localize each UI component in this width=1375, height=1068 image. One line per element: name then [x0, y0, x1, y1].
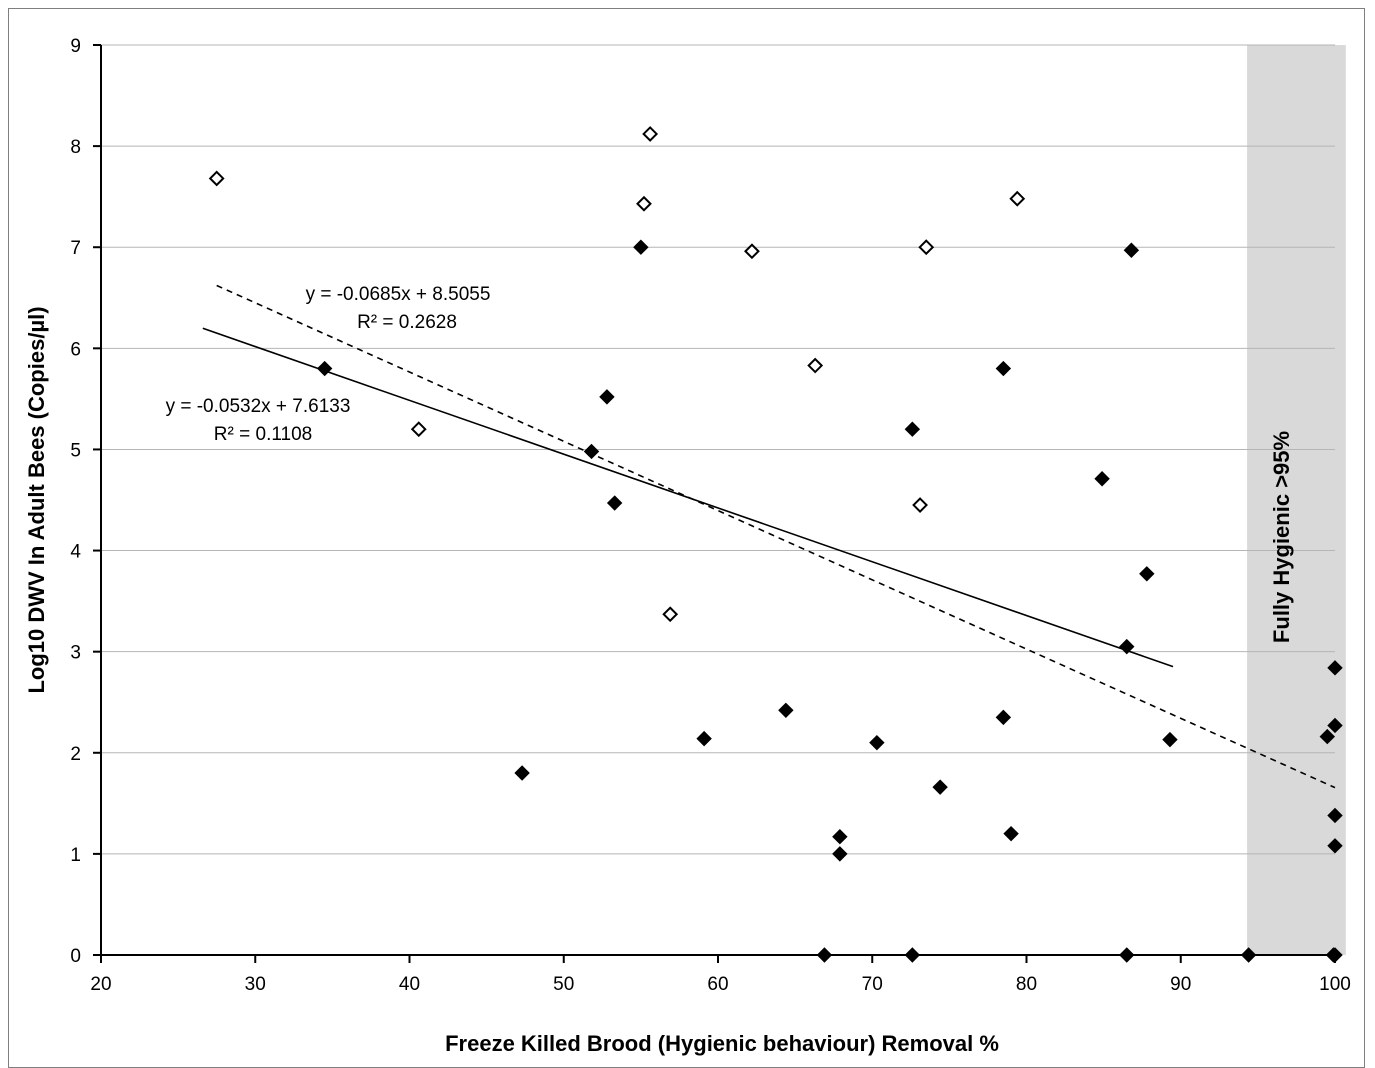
- y-axis-title: Log10 DWV In Adult Bees (Copies/µl): [24, 306, 49, 693]
- filled-diamond-point: [316, 360, 333, 377]
- filled-diamond-point: [832, 828, 848, 845]
- filled-diamond-point: [869, 734, 885, 751]
- x-tick-label-100: 100: [1319, 974, 1351, 995]
- filled-diamond-point: [904, 421, 921, 437]
- filled-diamond-point: [1094, 471, 1110, 487]
- y-tick-label-5: 5: [70, 440, 81, 461]
- equation-label-dashed: y = -0.0685x + 8.5055: [306, 284, 491, 305]
- filled-diamond-point: [1240, 947, 1257, 963]
- x-tick-label-40: 40: [399, 974, 420, 995]
- y-tick-label-0: 0: [70, 946, 81, 967]
- chart-labels: Freeze Killed Brood (Hygienic behaviour)…: [24, 284, 1294, 1056]
- y-tick-label-1: 1: [70, 845, 81, 866]
- filled-diamond-point: [606, 495, 623, 511]
- x-tick-label-90: 90: [1170, 974, 1191, 995]
- open-diamond-point: [410, 421, 427, 438]
- filled-diamond-point: [904, 947, 921, 963]
- filled-diamond-point: [1327, 717, 1343, 734]
- y-tick-label-6: 6: [70, 339, 81, 360]
- filled-diamond-point: [816, 947, 833, 963]
- open-diamond-point: [636, 195, 652, 212]
- y-tick-label-9: 9: [70, 36, 81, 57]
- fully-hygienic-region: [1247, 45, 1346, 955]
- open-diamond-point: [918, 239, 935, 256]
- filled-diamond-point: [1327, 807, 1343, 824]
- open-diamond-point: [912, 497, 928, 513]
- filled-diamond-point: [1327, 660, 1343, 676]
- x-tick-label-50: 50: [553, 974, 574, 995]
- open-diamond-point: [744, 243, 760, 260]
- open-diamond-point: [1009, 190, 1026, 207]
- shaded-region-label: Fully Hygienic >95%: [1269, 431, 1294, 643]
- filled-diamond-point: [1119, 638, 1135, 655]
- open-diamond-point: [807, 357, 824, 374]
- trendlines: [202, 284, 1336, 789]
- data-points: [208, 126, 1343, 963]
- filled-diamond-point: [1139, 566, 1155, 582]
- filled-diamond-point: [778, 702, 794, 719]
- filled-diamond-point: [1003, 825, 1019, 842]
- open-diamond-point: [662, 606, 679, 623]
- filled-diamond-point: [1123, 242, 1140, 258]
- axes: 0 1 2 3 4 5 6 7 8 9 20 30 40 50 60 70 80 90 100: [70, 36, 1350, 995]
- x-tick-label-30: 30: [245, 974, 266, 995]
- filled-diamond-point: [696, 730, 712, 747]
- x-axis-title: Freeze Killed Brood (Hygienic behaviour)…: [445, 1031, 999, 1056]
- gridlines: [101, 44, 1335, 855]
- y-tick-label-8: 8: [70, 137, 81, 158]
- r2-label-solid: R² = 0.1108: [214, 424, 312, 445]
- filled-diamond-point: [1327, 947, 1343, 963]
- filled-diamond-point: [832, 846, 848, 862]
- filled-diamond-point: [514, 765, 530, 781]
- equation-label-solid: y = -0.0532x + 7.6133: [166, 396, 351, 417]
- filled-diamond-point: [1327, 838, 1343, 854]
- filled-diamond-point: [1119, 947, 1135, 963]
- filled-diamond-point: [932, 779, 948, 795]
- x-tick-label-20: 20: [90, 974, 111, 995]
- filled-diamond-point: [995, 360, 1012, 377]
- filled-diamond-point: [1162, 731, 1178, 748]
- y-tick-label-2: 2: [70, 744, 81, 765]
- filled-diamond-point: [995, 709, 1012, 726]
- x-tick-label-60: 60: [707, 974, 728, 995]
- y-tick-label-3: 3: [70, 643, 81, 664]
- filled-diamond-point: [1319, 728, 1335, 745]
- trendline-solid: [202, 327, 1174, 668]
- open-diamond-point: [208, 170, 225, 187]
- filled-diamond-point: [583, 443, 600, 460]
- x-tick-label-70: 70: [862, 974, 883, 995]
- open-diamond-point: [642, 126, 659, 142]
- y-tick-label-4: 4: [70, 542, 81, 563]
- filled-diamond-point: [633, 239, 649, 255]
- y-tick-label-7: 7: [70, 238, 81, 259]
- filled-diamond-point: [599, 389, 615, 405]
- trendline-dashed: [216, 284, 1336, 789]
- r2-label-dashed: R² = 0.2628: [357, 312, 457, 333]
- x-tick-label-80: 80: [1016, 974, 1037, 995]
